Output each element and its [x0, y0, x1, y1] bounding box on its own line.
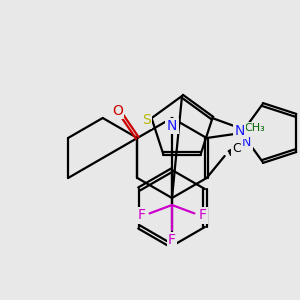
Text: F: F	[198, 208, 206, 222]
Text: F: F	[138, 208, 146, 222]
Text: N: N	[242, 136, 251, 148]
Text: C: C	[232, 142, 241, 154]
Text: S: S	[142, 113, 151, 127]
Text: O: O	[112, 104, 123, 118]
Text: N: N	[235, 124, 245, 138]
Text: F: F	[168, 233, 176, 247]
Text: CH₃: CH₃	[244, 123, 265, 133]
Text: N: N	[167, 119, 177, 133]
